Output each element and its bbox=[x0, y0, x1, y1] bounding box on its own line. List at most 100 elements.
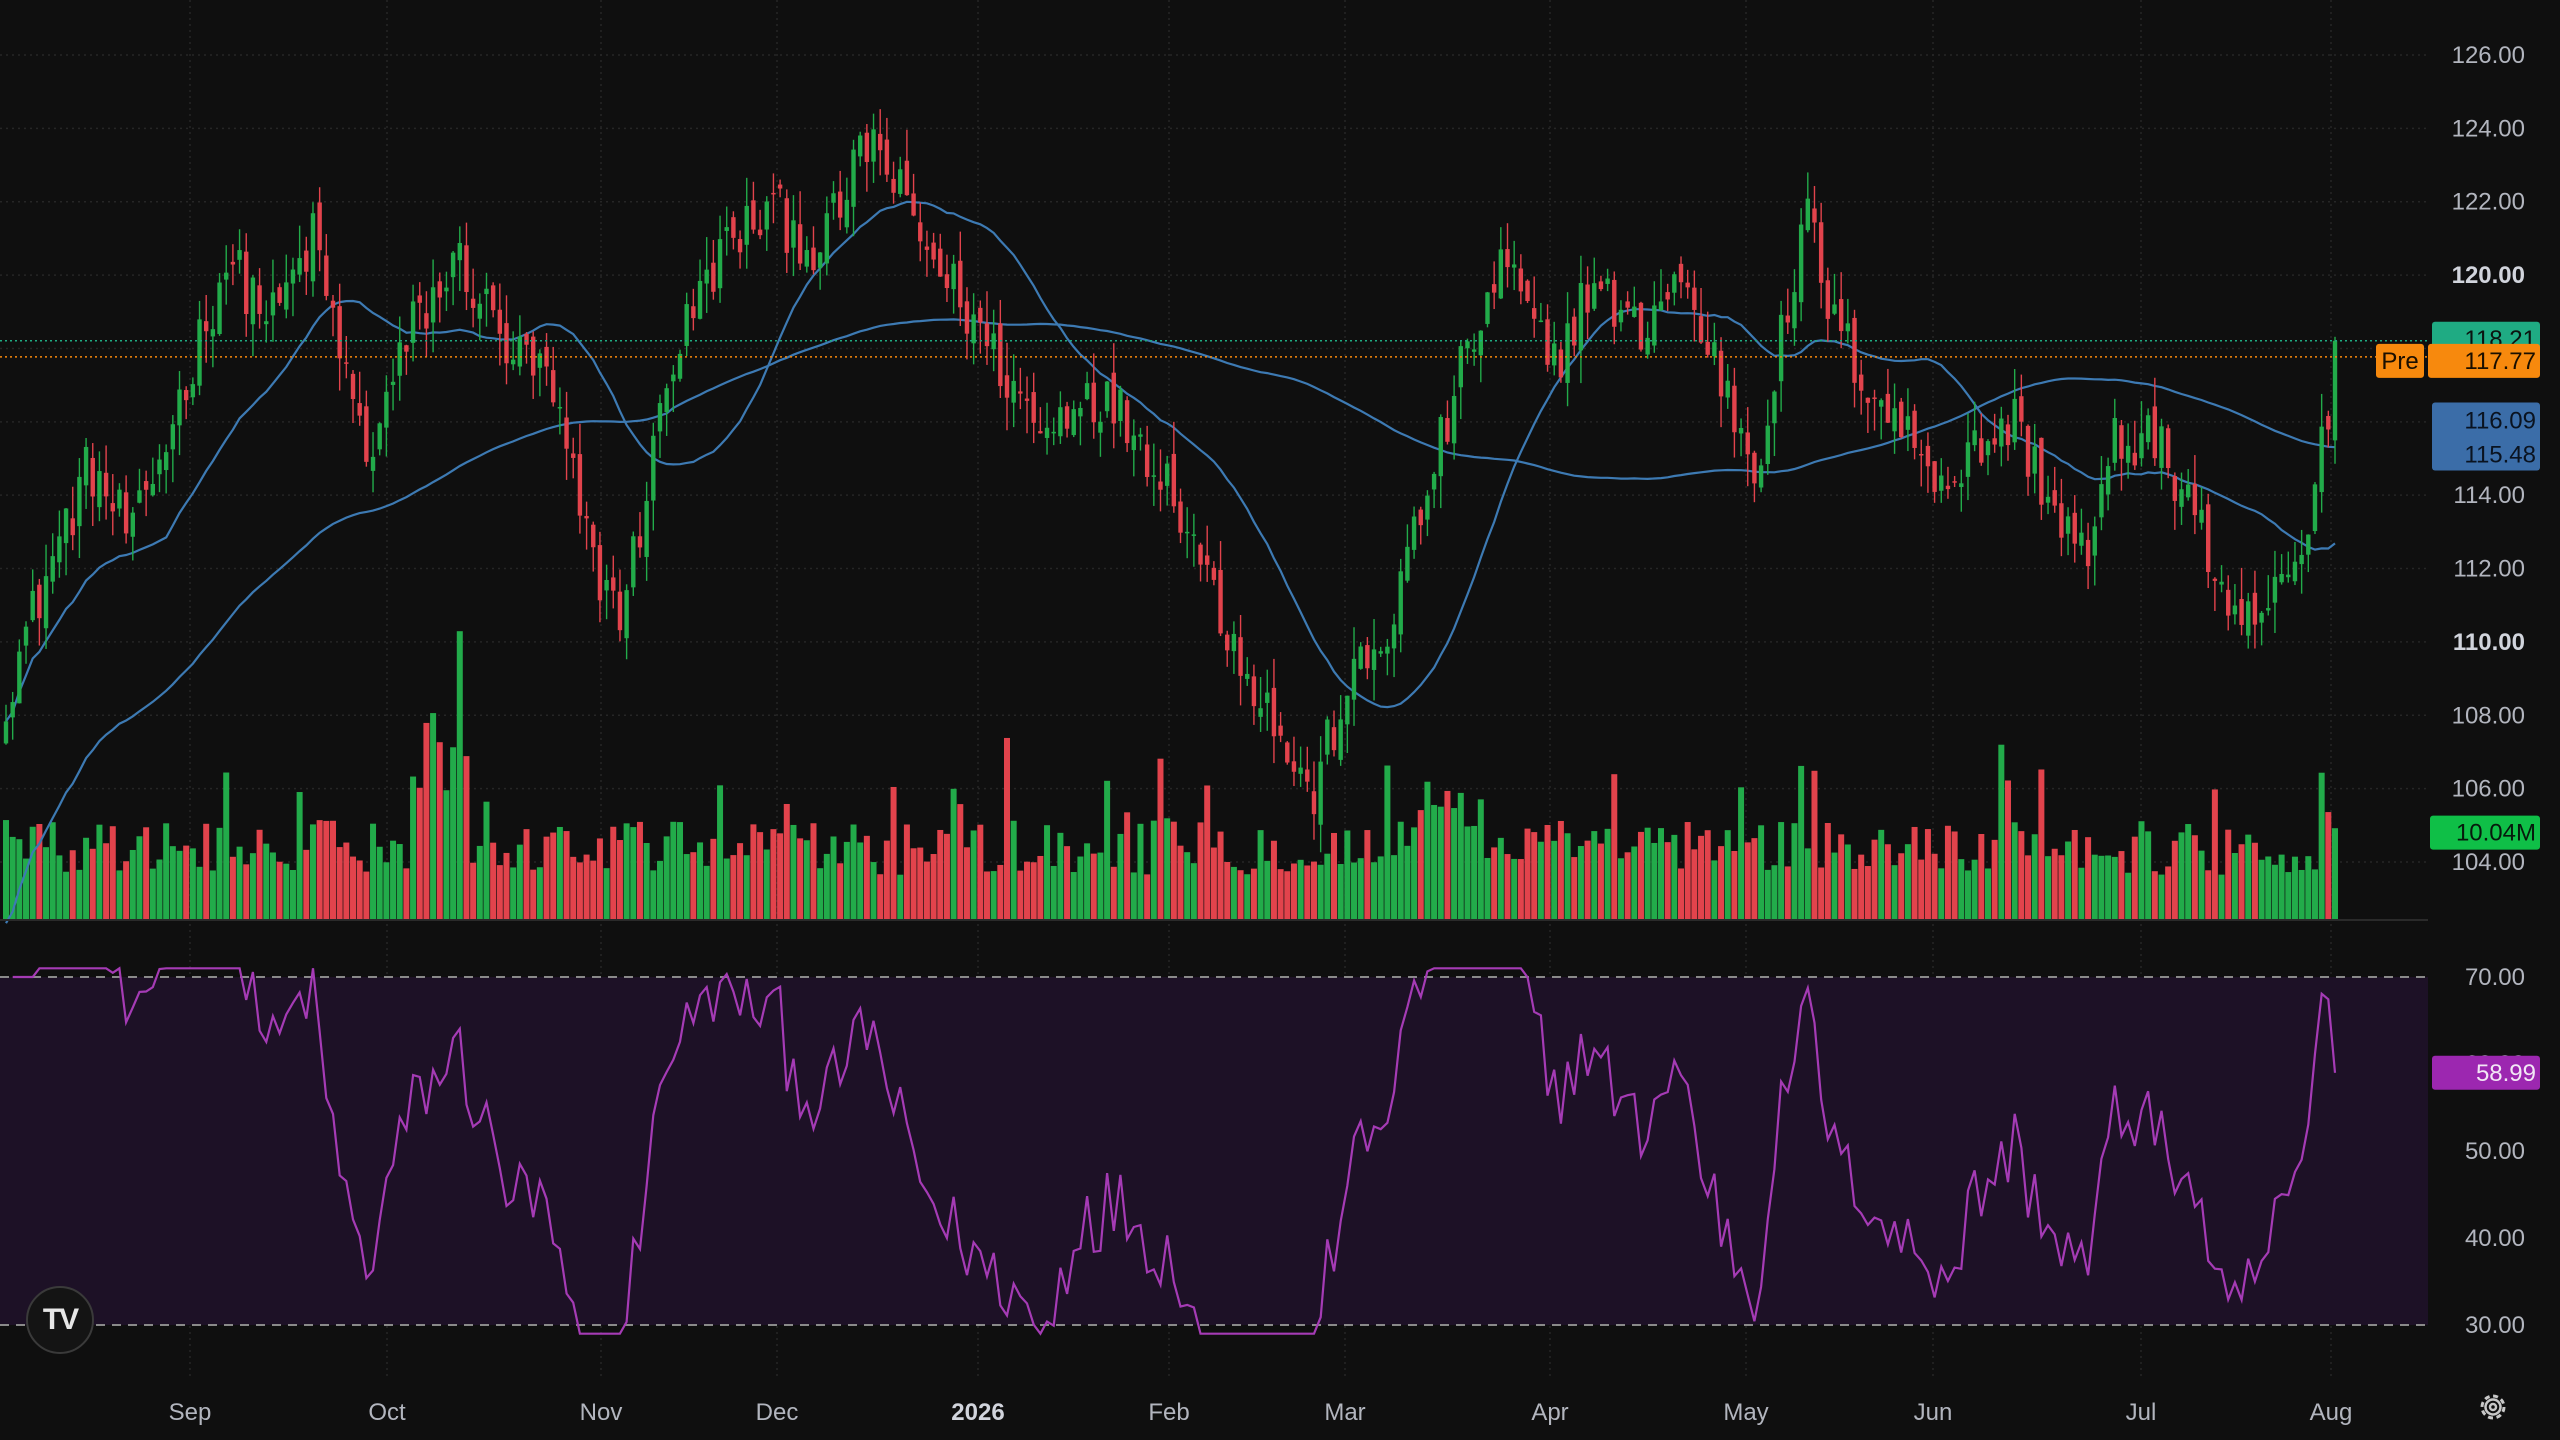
volume-bar bbox=[2218, 874, 2225, 920]
candle-body bbox=[2226, 589, 2231, 616]
candle-body bbox=[1225, 634, 1230, 651]
candle-body bbox=[684, 304, 689, 346]
time-tick-label: Nov bbox=[580, 1399, 623, 1426]
volume-bar bbox=[1464, 826, 1471, 920]
candle-body bbox=[1785, 315, 1790, 323]
candle-body bbox=[1398, 571, 1403, 635]
volume-bar bbox=[937, 829, 944, 920]
volume-bar bbox=[596, 838, 603, 920]
volume-bar bbox=[163, 823, 170, 920]
rsi-series bbox=[12, 966, 2337, 1336]
volume-bar bbox=[510, 867, 517, 920]
volume-bar bbox=[1577, 846, 1584, 920]
candle-body bbox=[2139, 433, 2144, 459]
time-axis[interactable]: Sep Oct Nov Dec 2026 Feb Mar Apr May Jun Jul Aug bbox=[169, 1399, 2353, 1426]
candle-body bbox=[918, 222, 923, 242]
candle-body bbox=[1845, 323, 1851, 332]
volume-bar bbox=[483, 801, 490, 920]
volume-bar bbox=[83, 837, 90, 920]
volume-bar bbox=[1077, 856, 1084, 920]
volume-bar bbox=[1731, 850, 1738, 920]
volume-bar bbox=[1991, 839, 1998, 920]
candle-body bbox=[1265, 692, 1270, 703]
candle-body bbox=[1305, 769, 1310, 782]
candle-body bbox=[504, 323, 509, 364]
volume-bar bbox=[1050, 865, 1057, 920]
volume-bar bbox=[1170, 821, 1177, 920]
rsi-tick-label: 50.00 bbox=[2465, 1138, 2525, 1165]
volume-bar bbox=[570, 856, 577, 920]
tradingview-logo-icon[interactable]: TV bbox=[26, 1286, 94, 1354]
candle-body bbox=[530, 336, 536, 376]
candle-body bbox=[257, 285, 262, 314]
time-tick-label: May bbox=[1723, 1399, 1768, 1426]
volume-bar bbox=[243, 864, 250, 920]
candle-body bbox=[1538, 320, 1544, 323]
candle-body bbox=[1778, 314, 1784, 382]
volume-bar bbox=[1124, 812, 1131, 920]
volume-bar bbox=[1157, 758, 1164, 920]
candle-body bbox=[183, 390, 189, 401]
candle-body bbox=[123, 492, 129, 534]
candle-body bbox=[1184, 531, 1190, 534]
candle-body bbox=[2025, 425, 2031, 477]
volume-bar bbox=[897, 874, 904, 920]
candle-body bbox=[571, 453, 576, 458]
candle-body bbox=[1678, 263, 1684, 283]
candle-body bbox=[70, 518, 75, 536]
volume-bar bbox=[423, 722, 430, 920]
candle-body bbox=[1451, 395, 1457, 444]
candle-body bbox=[551, 370, 556, 403]
candle-body bbox=[1478, 330, 1484, 356]
candle-body bbox=[1378, 651, 1383, 654]
volume-bar bbox=[777, 833, 784, 920]
volume-bar bbox=[2238, 844, 2245, 920]
candle-body bbox=[1992, 438, 1997, 445]
volume-bar bbox=[1838, 834, 1845, 920]
ma-short-line bbox=[5, 200, 2336, 723]
volume-bar bbox=[1824, 822, 1831, 920]
time-tick-label: Aug bbox=[2310, 1399, 2353, 1426]
candle-body bbox=[157, 459, 162, 475]
volume-bar bbox=[1357, 858, 1364, 920]
time-tick-label: Jun bbox=[1914, 1399, 1953, 1426]
volume-bar bbox=[296, 792, 303, 920]
volume-bar bbox=[1624, 852, 1631, 920]
candle-body bbox=[337, 306, 342, 359]
volume-bar bbox=[303, 849, 310, 920]
volume-bar bbox=[1010, 820, 1017, 920]
candle-body bbox=[2319, 426, 2324, 493]
volume-bar bbox=[1371, 862, 1378, 920]
rsi-band-fill bbox=[0, 977, 2428, 1325]
volume-bar bbox=[1557, 820, 1564, 920]
candle-body bbox=[1318, 761, 1323, 825]
volume-bar bbox=[496, 865, 503, 920]
volume-bar bbox=[103, 843, 110, 920]
volume-bar bbox=[1597, 843, 1604, 920]
volume-bar bbox=[1751, 838, 1758, 920]
volume-bar bbox=[1617, 858, 1624, 920]
volume-bar bbox=[1164, 818, 1171, 920]
candle-body bbox=[2152, 406, 2158, 459]
volume-bar bbox=[196, 866, 203, 920]
gear-icon[interactable] bbox=[2476, 1390, 2510, 1424]
candle-body bbox=[384, 391, 389, 428]
rsi-tick-label: 40.00 bbox=[2465, 1225, 2525, 1252]
volume-bar bbox=[943, 833, 950, 920]
volume-bar bbox=[43, 847, 50, 920]
moving-average-lines bbox=[5, 200, 2336, 924]
volume-bar bbox=[556, 826, 563, 920]
time-tick-label: Dec bbox=[756, 1399, 799, 1426]
volume-bar bbox=[2011, 822, 2018, 920]
volume-bar bbox=[123, 861, 130, 920]
candle-body bbox=[1291, 761, 1297, 772]
volume-bar bbox=[1984, 868, 1991, 920]
volume-bar bbox=[583, 854, 590, 920]
candle-body bbox=[557, 406, 563, 409]
volume-bar bbox=[1431, 804, 1438, 920]
volume-bar bbox=[1591, 831, 1598, 920]
volume-bar bbox=[2065, 841, 2072, 920]
volume-bar bbox=[1684, 822, 1691, 920]
volume-bar bbox=[1037, 855, 1044, 920]
